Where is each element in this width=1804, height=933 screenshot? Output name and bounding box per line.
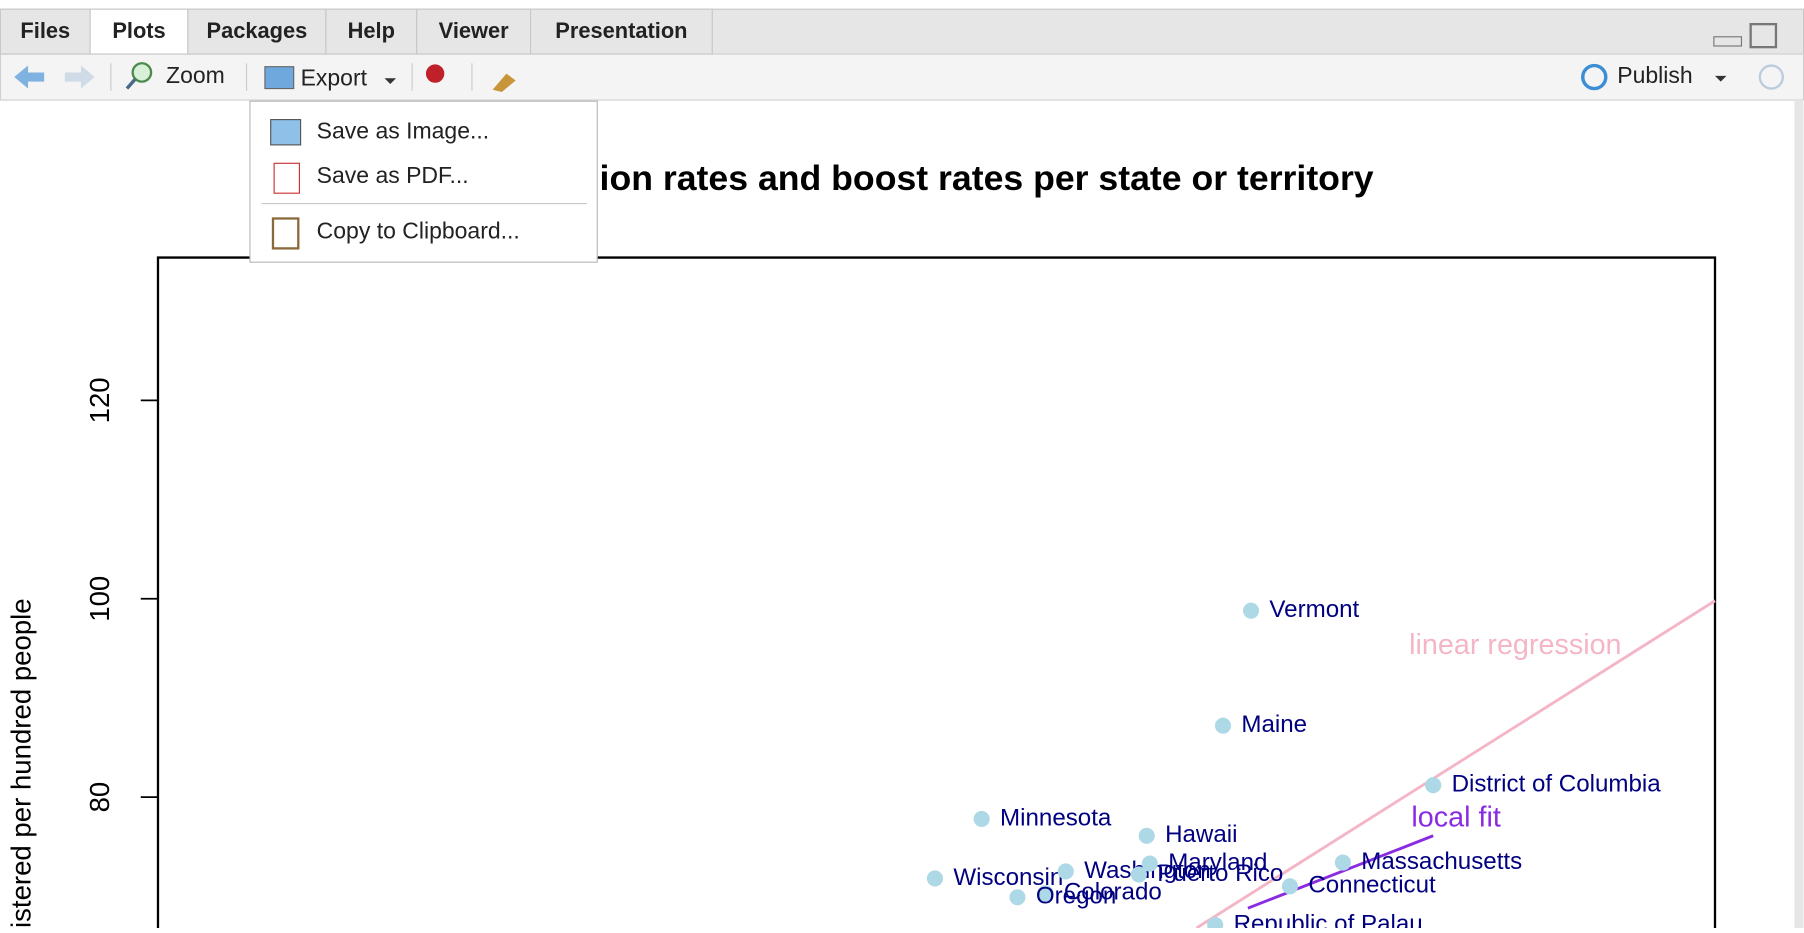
tab-label[interactable]: Help (348, 18, 395, 43)
minimize-button[interactable] (1713, 36, 1743, 47)
tab-label[interactable]: Files (20, 18, 70, 43)
pane-border (1794, 100, 1804, 928)
point-label: Colorado (1064, 879, 1162, 906)
publish-button[interactable]: Publish (1617, 62, 1692, 88)
tab[interactable] (89, 8, 189, 55)
back-button[interactable] (14, 65, 45, 89)
point (1281, 878, 1298, 895)
point (1009, 889, 1026, 906)
point-label: Minnesota (1000, 804, 1112, 831)
point-label: Vermont (1269, 596, 1359, 623)
y-tick-label: 120 (84, 377, 115, 423)
y-tick-label: 80 (84, 782, 115, 813)
export-menu (249, 100, 598, 263)
point (973, 810, 990, 827)
point (1141, 855, 1158, 872)
point (1037, 885, 1054, 902)
point-label: Republic of Palau (1234, 910, 1423, 928)
point-label: Connecticut (1308, 872, 1436, 899)
image-icon (270, 119, 302, 146)
point-label: Oregon (1036, 883, 1116, 910)
tab-label[interactable]: Plots (112, 18, 165, 43)
maximize-button[interactable] (1749, 22, 1778, 49)
export-icon (264, 66, 295, 90)
pdf-icon (273, 162, 301, 194)
tab[interactable] (325, 8, 418, 55)
clipboard-icon (271, 217, 300, 250)
clear-plots-button[interactable] (492, 73, 516, 92)
y-axis-label: istered per hundred people (6, 598, 37, 928)
zoom-button[interactable]: Zoom (166, 62, 225, 88)
tab[interactable] (0, 8, 91, 55)
export-button[interactable]: Export (301, 64, 368, 90)
dropdown-arrow (384, 78, 397, 84)
tab-label[interactable]: Viewer (439, 18, 509, 43)
plot-box (156, 256, 1717, 931)
publish-icon (1581, 63, 1608, 91)
tab[interactable] (187, 8, 327, 55)
point (926, 870, 943, 887)
zoom-icon (131, 62, 153, 83)
point (1130, 866, 1147, 883)
point (1057, 863, 1074, 880)
toolbar (0, 53, 1804, 101)
line-annotation: local fit (1411, 801, 1500, 833)
point (1334, 854, 1351, 871)
zoom-icon (125, 78, 137, 90)
point-label: District of Columbia (1452, 771, 1662, 798)
tab-label[interactable]: Presentation (555, 18, 687, 43)
tab[interactable] (529, 8, 713, 55)
point-label: Massachusetts (1361, 848, 1522, 875)
plot-title: ion rates and boost rates per state or t… (600, 158, 1374, 198)
menu-item[interactable]: Save as Image... (317, 117, 489, 143)
forward-button[interactable] (64, 65, 95, 89)
dropdown-arrow (1715, 75, 1727, 82)
line-annotation: linear regression (1409, 629, 1621, 661)
fit-line (1195, 599, 1716, 930)
point (1425, 777, 1442, 794)
point (1214, 717, 1232, 734)
point (1242, 602, 1260, 619)
y-tick-label: 100 (84, 576, 115, 622)
tab-label[interactable]: Packages (207, 18, 308, 43)
point (1138, 827, 1155, 844)
point-label: Maryland (1168, 849, 1267, 876)
fit-line (1247, 834, 1434, 910)
menu-item[interactable]: Copy to Clipboard... (317, 217, 520, 243)
refresh-button[interactable] (1758, 64, 1785, 90)
point-label: Hawaii (1165, 821, 1237, 848)
menu-item[interactable]: Save as PDF... (317, 162, 469, 188)
remove-plot-button[interactable] (425, 64, 445, 83)
point-label: Maine (1241, 711, 1307, 738)
point-label: Puerto Rico (1157, 860, 1283, 887)
